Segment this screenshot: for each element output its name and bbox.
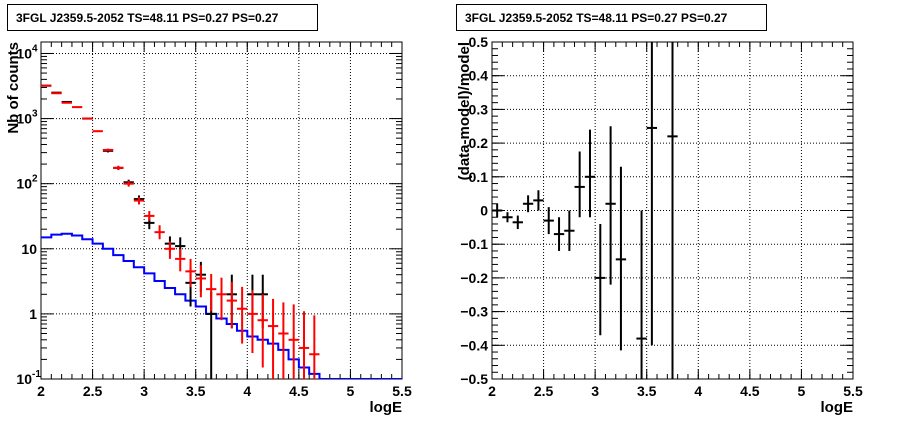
right-residual-point (492, 203, 503, 218)
right-ytick-label: 0 (480, 203, 488, 219)
right-residual-point (522, 195, 534, 213)
right-data-group (492, 42, 678, 379)
right-xtick-label: 3 (591, 383, 599, 399)
right-ytick-label: −0.5 (460, 371, 488, 387)
right-residual-point (533, 190, 544, 211)
left-xtick-label: 2 (37, 383, 45, 399)
right-residual-point (574, 151, 585, 218)
right-residual-point (512, 215, 523, 230)
left-xtick-label: 4.5 (289, 383, 309, 399)
left-model-point (298, 311, 310, 379)
right-ytick-label: −0.3 (460, 304, 488, 320)
left-model-point (216, 277, 227, 321)
left-ytick-label: 10 (16, 176, 32, 192)
right-ytick-label: −0.1 (460, 236, 488, 252)
left-model-point (267, 298, 279, 379)
left-ytick-label: 1 (29, 306, 37, 322)
right-xtick-label: 4 (694, 383, 702, 399)
left-x-axis-title: logE (370, 399, 403, 416)
right-ytick-label: 0.3 (469, 101, 489, 117)
right-residual-point (553, 217, 565, 251)
left-model-point (247, 290, 258, 354)
left-ytick-exponent: 4 (32, 43, 38, 54)
right-residual-point (595, 223, 606, 336)
right-residual-point (605, 126, 616, 285)
left-ytick-label: 10 (16, 371, 32, 387)
left-background-step-line (41, 232, 402, 379)
right-panel: 2 2.5 3 3.5 4 4.5 5 5.5 −0.5 −0.4 −0.3 −0.2 −0.1 0 0.1… (456, 34, 863, 416)
right-xtick-label: 4.5 (740, 383, 760, 399)
left-xtick-label: 3.5 (186, 383, 206, 399)
left-model-point (185, 258, 196, 287)
right-xtick-label: 2 (488, 383, 496, 399)
left-model-point (309, 315, 320, 379)
right-residual-point (615, 166, 627, 351)
right-xtick-label: 2.5 (534, 383, 554, 399)
left-ytick-label: 10 (16, 111, 32, 127)
left-model-point (113, 165, 124, 170)
left-xtick-label: 4 (243, 383, 251, 399)
left-model-point (257, 294, 268, 368)
right-y-axis-title: (data-model)/model (456, 42, 473, 180)
right-ytick-label: 0.5 (469, 34, 489, 50)
left-model-point (175, 248, 186, 272)
left-model-point (236, 286, 248, 344)
left-model-point (102, 148, 114, 152)
left-data-group (41, 84, 402, 379)
left-ytick-label: 10 (16, 45, 32, 61)
left-ytick-exponent: 2 (32, 174, 38, 185)
right-residual-point (543, 207, 554, 235)
left-model-point (123, 180, 134, 187)
left-frame (40, 41, 403, 380)
left-model-point (195, 265, 207, 298)
right-chart-title: 3FGL J2359.5-2052 TS=48.11 PS=0.27 PS=0.… (456, 4, 767, 31)
left-xtick-label: 2.5 (83, 383, 103, 399)
right-xtick-label: 3.5 (637, 383, 657, 399)
right-xtick-label: 5.5 (843, 383, 863, 399)
left-model-point (144, 211, 155, 221)
left-y-axis-title: Nb of counts (5, 42, 22, 134)
left-xtick-label: 3 (140, 383, 148, 399)
right-residual-point (667, 42, 678, 379)
left-ytick-exponent: -1 (32, 369, 41, 380)
left-chart-title: 3FGL J2359.5-2052 TS=48.11 PS=0.27 PS=0.… (7, 4, 318, 31)
right-residual-point (636, 210, 647, 379)
left-model-point (164, 241, 176, 259)
right-ytick-label: 0.1 (469, 169, 489, 185)
right-x-axis-title: logE (821, 399, 854, 416)
left-model-point (206, 273, 217, 312)
left-xtick-label: 5.5 (392, 383, 412, 399)
right-ytick-label: −0.2 (460, 270, 488, 286)
left-model-point (133, 197, 145, 205)
left-model-point (92, 130, 103, 133)
right-residual-point (564, 210, 575, 251)
left-model-point (288, 304, 299, 379)
left-model-point (154, 225, 165, 240)
right-residual-point (584, 129, 596, 218)
left-xtick-label: 5 (347, 383, 355, 399)
right-xtick-label: 5 (798, 383, 806, 399)
left-model-point (226, 281, 237, 329)
left-ytick-label: 10 (21, 241, 37, 257)
right-residual-point (646, 42, 658, 346)
left-model-point (278, 302, 289, 379)
right-ytick-label: −0.4 (460, 337, 488, 353)
right-residual-point (502, 212, 513, 223)
left-ytick-exponent: 3 (32, 109, 38, 120)
right-ytick-label: 0.2 (469, 135, 489, 151)
right-ytick-label: 0.4 (469, 68, 489, 84)
